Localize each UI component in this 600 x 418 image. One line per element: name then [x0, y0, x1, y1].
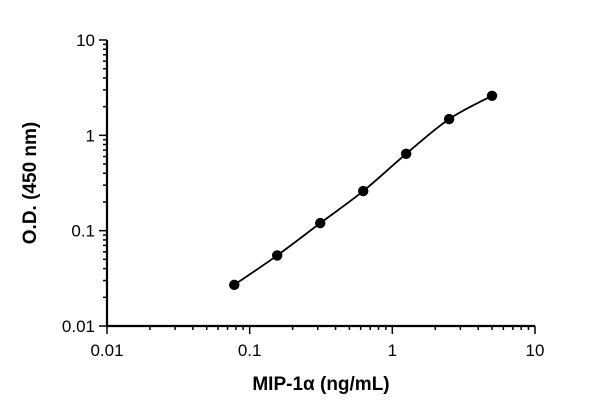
data-point [358, 185, 369, 197]
x-ticks: 0.01 0.1 1 10 [90, 326, 544, 360]
x-tick-label: 1 [388, 341, 397, 360]
data-point [486, 90, 498, 101]
y-ticks: 0.01 0.1 1 10 [62, 31, 107, 336]
data-point [272, 250, 283, 261]
data-points [229, 90, 498, 291]
y-tick-label: 0.1 [71, 222, 95, 241]
x-axis-title: MIP-1α (ng/mL) [252, 374, 389, 395]
y-tick-label: 1 [86, 126, 95, 145]
x-tick-label: 10 [526, 341, 545, 360]
y-tick-label: 10 [76, 31, 95, 50]
y-axis-title: O.D. (450 nm) [20, 122, 41, 244]
x-tick-label: 0.1 [238, 341, 262, 360]
x-axis: 0.01 0.1 1 10 [90, 324, 544, 360]
y-tick-label: 0.01 [62, 317, 95, 336]
data-point [315, 217, 326, 229]
data-point [443, 113, 455, 125]
data-point [400, 148, 412, 160]
x-tick-label: 0.01 [90, 341, 123, 360]
data-point [229, 279, 240, 291]
y-axis: 0.01 0.1 1 10 [62, 31, 109, 336]
